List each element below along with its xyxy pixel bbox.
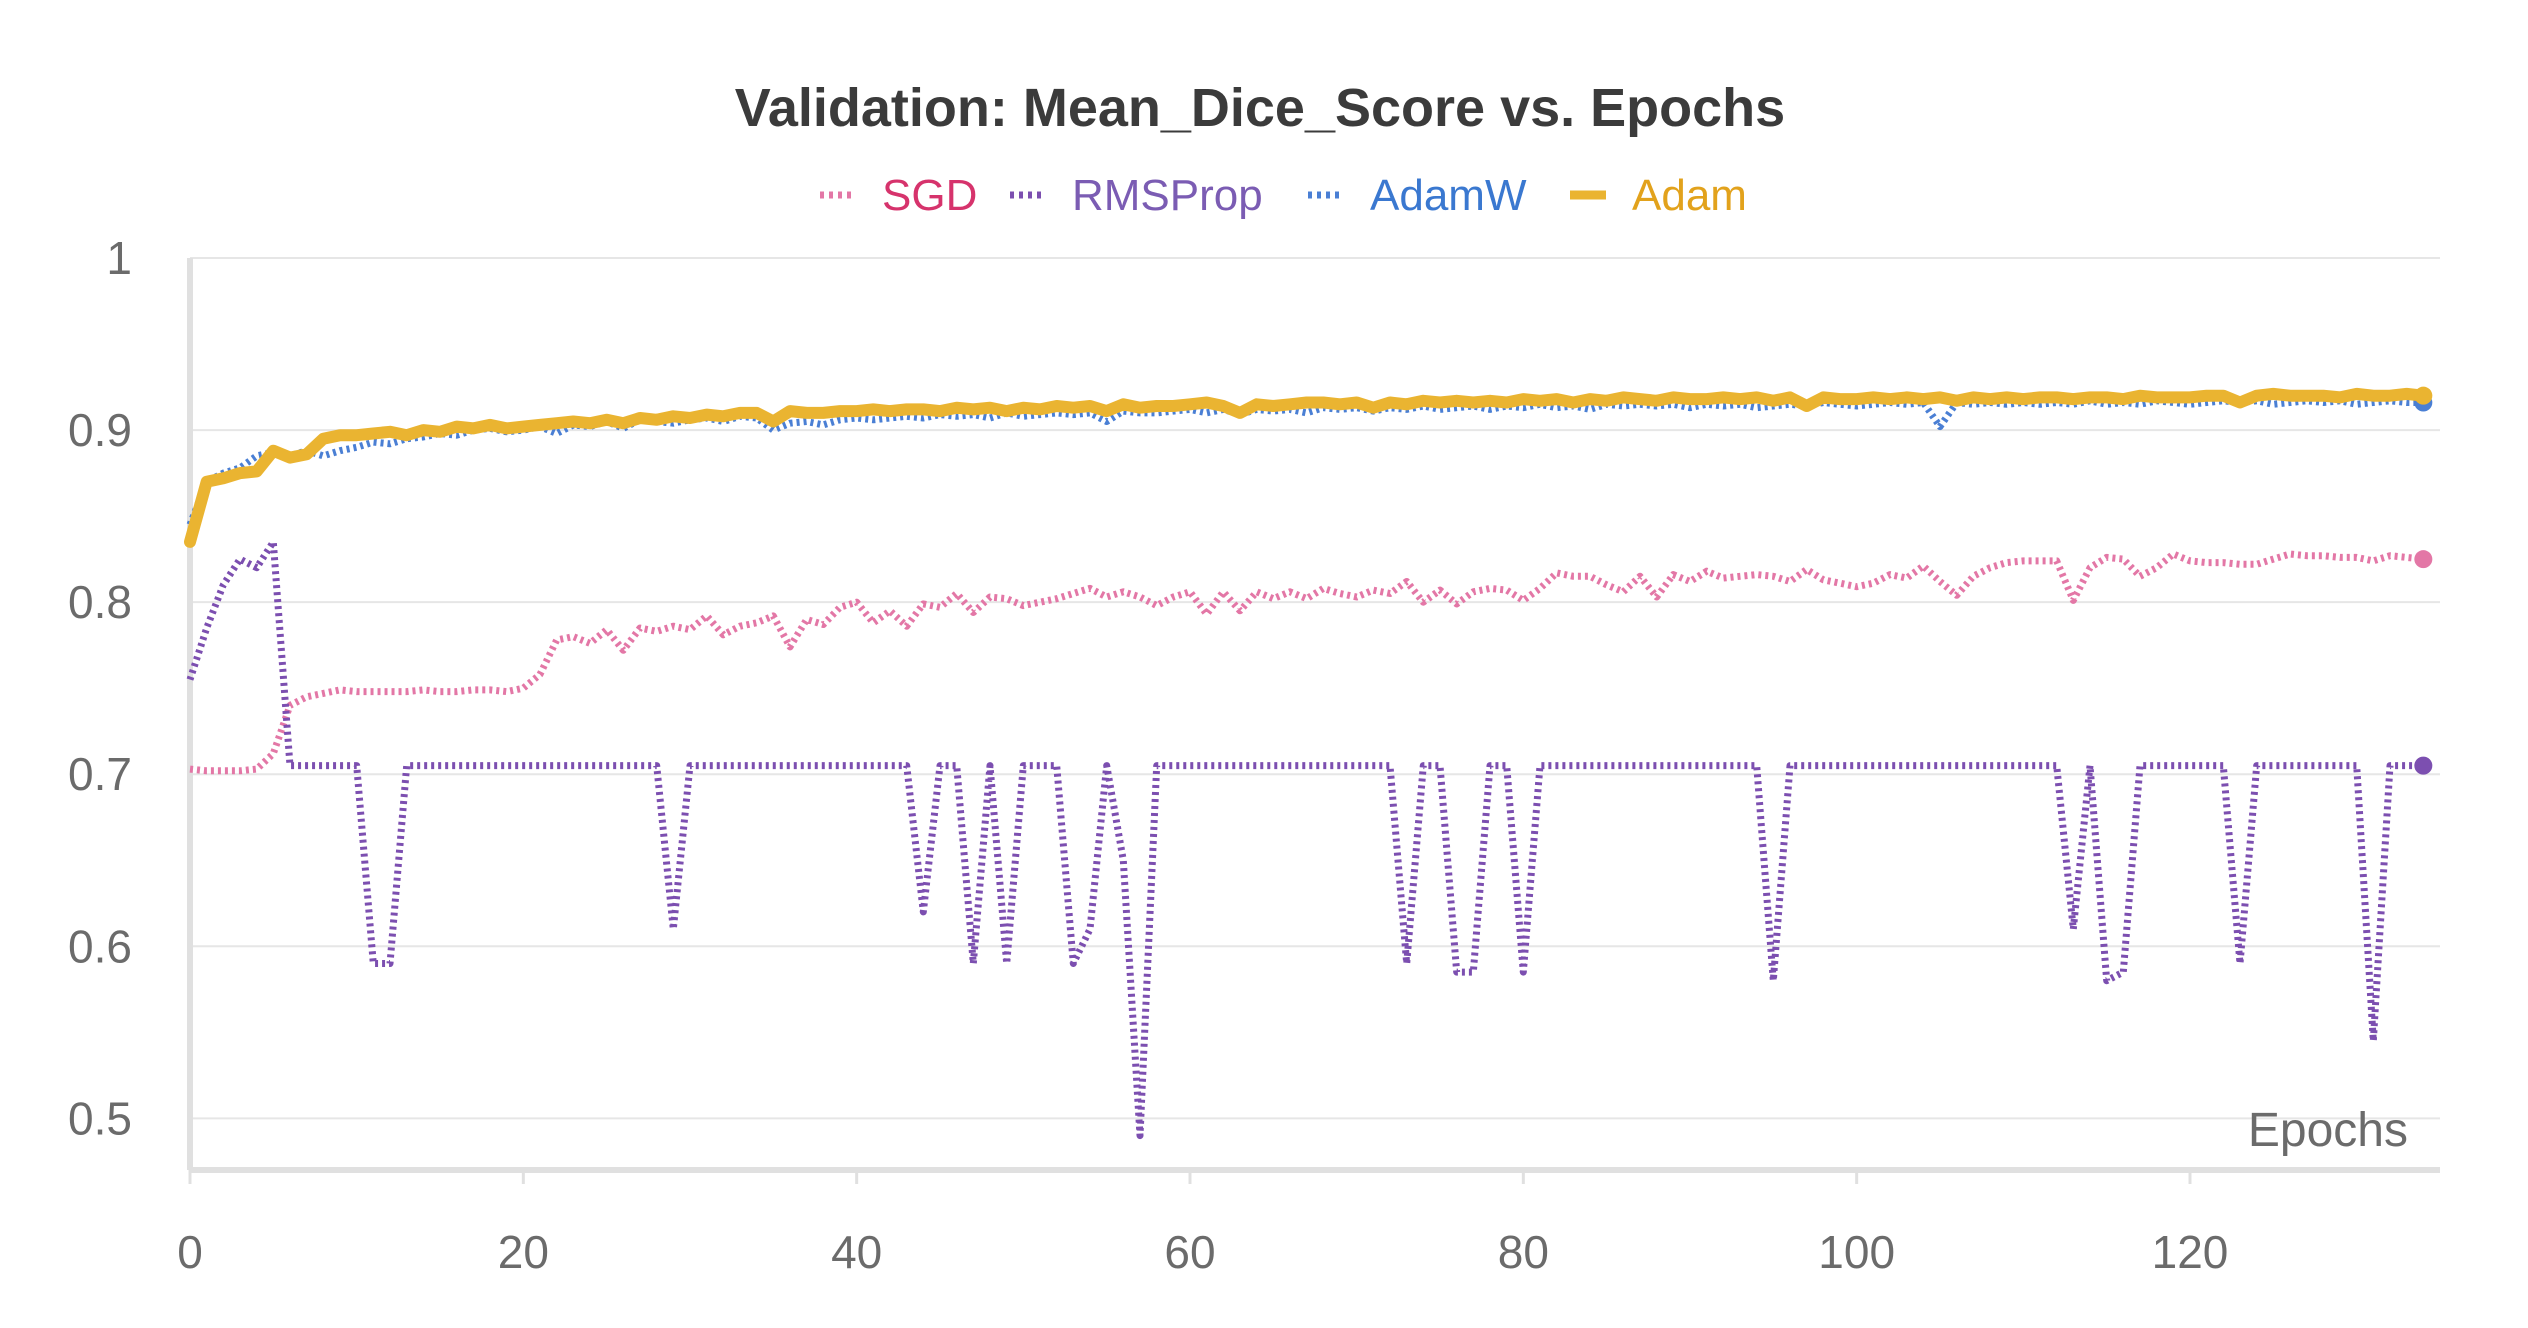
y-tick-label: 1 (106, 232, 132, 284)
x-tick-label: 60 (1164, 1226, 1215, 1278)
legend-label: RMSProp (1072, 171, 1263, 220)
series-end-point-rmsprop (2414, 756, 2433, 775)
y-axis-ticks: 0.5 0.6 0.7 0.8 0.9 1 (68, 232, 132, 1144)
x-tick-label: 120 (2152, 1226, 2229, 1278)
x-axis-ticks: 0 20 40 60 80 100 120 (177, 1170, 2228, 1278)
series-line-adamw (186, 397, 2424, 526)
series-line-sgd (189, 550, 2424, 775)
series-line-rmsprop (186, 538, 2424, 1140)
x-axis-label: Epochs (2248, 1104, 2408, 1157)
legend-item-rmsprop[interactable]: RMSProp (1010, 171, 1263, 220)
legend-item-sgd[interactable]: SGD (820, 171, 977, 220)
x-tick-label: 80 (1498, 1226, 1549, 1278)
series-end-point-sgd (2414, 550, 2433, 569)
legend-label: AdamW (1370, 171, 1527, 220)
axes (187, 258, 2440, 1173)
chart-title: Validation: Mean_Dice_Score vs. Epochs (735, 78, 1785, 138)
legend-item-adamw[interactable]: AdamW (1308, 171, 1527, 220)
y-tick-label: 0.5 (68, 1092, 132, 1144)
series-end-point-adam (2414, 386, 2433, 405)
y-tick-label: 0.6 (68, 920, 132, 972)
x-tick-label: 20 (498, 1226, 549, 1278)
grid-lines (190, 257, 2440, 1120)
y-tick-label: 0.9 (68, 404, 132, 456)
x-tick-label: 40 (831, 1226, 882, 1278)
x-tick-label: 0 (177, 1226, 203, 1278)
y-tick-label: 0.8 (68, 576, 132, 628)
y-tick-label: 0.7 (68, 748, 132, 800)
x-tick-label: 100 (1818, 1226, 1895, 1278)
legend-label: Adam (1632, 171, 1747, 220)
series-layer (184, 386, 2433, 1140)
series-line-adam (184, 387, 2430, 548)
legend-item-adam[interactable]: Adam (1570, 171, 1747, 220)
legend-label: SGD (882, 171, 977, 220)
legend: SGD RMSProp AdamW Adam (820, 171, 1747, 220)
